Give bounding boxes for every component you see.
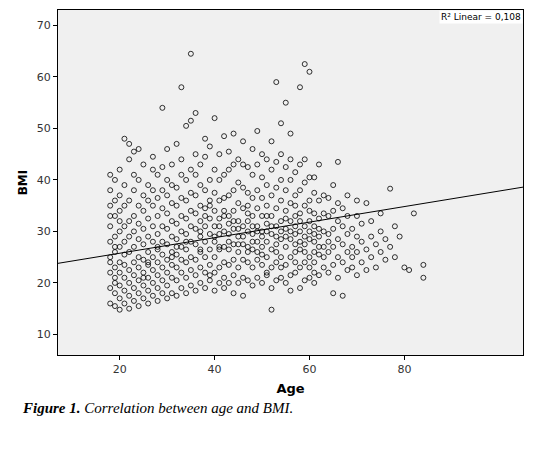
svg-text:30: 30 (37, 225, 51, 238)
svg-text:50: 50 (37, 122, 51, 135)
svg-text:10: 10 (37, 328, 51, 341)
svg-text:R² Linear = 0,108: R² Linear = 0,108 (441, 12, 521, 22)
svg-text:Figure 1. Correlation between: Figure 1. Correlation between age and BM… (22, 400, 293, 416)
svg-text:BMI: BMI (16, 170, 30, 196)
svg-text:60: 60 (37, 71, 51, 84)
svg-text:40: 40 (208, 363, 222, 376)
svg-text:60: 60 (302, 363, 316, 376)
svg-text:80: 80 (397, 363, 411, 376)
svg-text:20: 20 (113, 363, 127, 376)
svg-text:40: 40 (37, 174, 51, 187)
svg-text:20: 20 (37, 277, 51, 290)
svg-text:70: 70 (37, 19, 51, 32)
svg-text:Age: Age (276, 381, 304, 396)
